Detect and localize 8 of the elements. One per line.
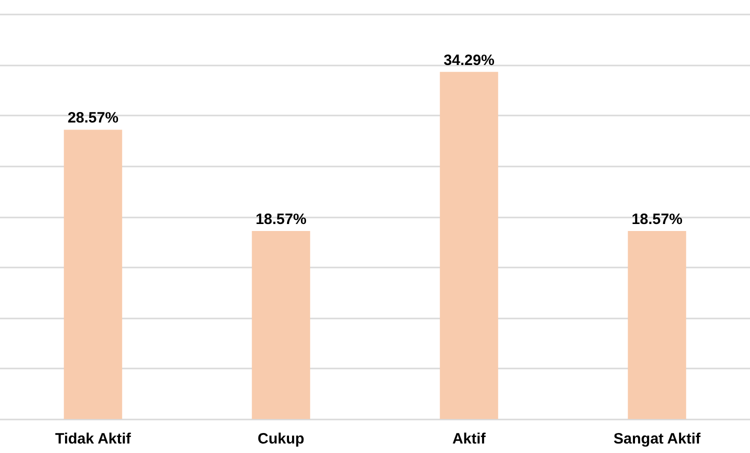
data-label: 28.57% xyxy=(68,110,118,127)
x-tick-label: Cukup xyxy=(258,430,304,448)
x-tick-label: Sangat Aktif xyxy=(614,430,702,448)
x-tick-label: Aktif xyxy=(452,430,487,448)
data-label: 34.29% xyxy=(444,52,494,69)
data-label: 18.57% xyxy=(632,210,682,228)
x-tick-label: Tidak Aktif xyxy=(55,430,132,448)
data-label: 18.57% xyxy=(256,210,306,228)
